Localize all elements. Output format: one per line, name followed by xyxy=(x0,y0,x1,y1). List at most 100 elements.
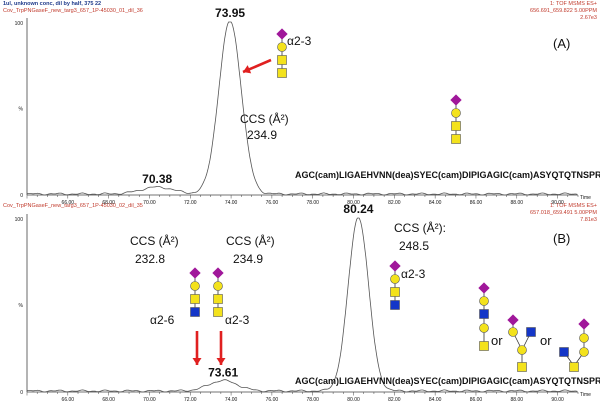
glcnac-icon xyxy=(190,307,200,317)
x-tick-label: 84.00 xyxy=(429,200,442,206)
hexnac-icon xyxy=(479,341,489,351)
x-tick-label: 66.00 xyxy=(62,397,75,403)
x-tick-label: 82.00 xyxy=(388,200,401,206)
x-tick-label: 84.00 xyxy=(429,397,442,403)
sialic-acid-icon xyxy=(276,28,288,40)
ccs-value: 248.5 xyxy=(399,239,429,253)
header-sample-name: Cov_TrpPNGaseF_new_targ3_657_1P-45030_01… xyxy=(3,8,143,14)
x-tick-label: 68.00 xyxy=(102,200,115,206)
hexnac-icon xyxy=(517,362,527,372)
x-tick-label: 90.00 xyxy=(551,397,564,403)
galactose-icon xyxy=(517,345,527,355)
glcnac-icon xyxy=(390,300,400,310)
x-tick-label: 68.00 xyxy=(102,397,115,403)
glcnac-icon xyxy=(559,347,569,357)
sialic-acid-icon xyxy=(478,282,490,294)
hexnac-icon xyxy=(190,294,200,304)
galactose-icon xyxy=(479,296,489,306)
panel-b-mass-range: 657.018_659.491 5.00PPM xyxy=(530,210,597,216)
y-tick-label: % xyxy=(19,303,24,309)
ccs-value: 232.8 xyxy=(135,252,165,266)
peptide-sequence: AGC(cam)LIGAEHVNN(dea)SYEC(cam)DIPIGAGIC… xyxy=(295,376,600,386)
x-tick-label: 66.00 xyxy=(62,200,75,206)
x-tick-label: 86.00 xyxy=(470,397,483,403)
header-scan-mode: 1: TOF MSMS ES+ xyxy=(549,1,597,7)
galactose-icon xyxy=(579,333,589,343)
peptide-sequence: AGC(cam)LIGAEHVNN(dea)SYEC(cam)DIPIGAGIC… xyxy=(295,170,600,180)
x-tick-label: 88.00 xyxy=(511,397,524,403)
hexnac-icon xyxy=(213,307,223,317)
galactose-icon xyxy=(508,327,518,337)
y-tick-label: % xyxy=(19,107,24,113)
panel-label: (B) xyxy=(553,231,570,246)
glcnac-icon xyxy=(526,327,536,337)
x-tick-label: 78.00 xyxy=(306,397,319,403)
y-tick-label: 100 xyxy=(15,21,24,27)
panel-a: 100% 0 66.00 68.00 70.00 72.00 74.00 76.00 78.00… xyxy=(15,6,600,206)
galactose-icon xyxy=(390,274,400,284)
ccs-title: CCS (Å²) xyxy=(226,233,275,248)
sialic-acid-icon xyxy=(212,267,224,279)
x-tick-label: 82.00 xyxy=(388,397,401,403)
ccs-title: CCS (Å²) xyxy=(240,111,289,126)
panel-b-intensity: 7.81e3 xyxy=(580,217,597,223)
red-arrow-head xyxy=(192,358,202,365)
galactose-icon xyxy=(213,281,223,291)
red-arrow-head xyxy=(243,65,252,74)
x-tick-label: 76.00 xyxy=(266,397,279,403)
ccs-value: 234.9 xyxy=(247,128,277,142)
chromatogram-trace xyxy=(26,217,578,393)
hexnac-icon xyxy=(277,68,287,78)
x-tick-label: 90.00 xyxy=(551,200,564,206)
x-tick-label: 74.00 xyxy=(225,397,238,403)
sialic-acid-icon xyxy=(389,260,401,272)
panel-b-scan-mode: 1: TOF MSMS ES+ xyxy=(549,203,597,209)
linkage-label: α2-3 xyxy=(287,34,312,48)
hexnac-icon xyxy=(451,134,461,144)
panel-label: (A) xyxy=(553,36,570,51)
header-file-info: 1ul, unknown conc, dil by half, 375 22 xyxy=(3,1,102,7)
galactose-icon xyxy=(451,108,461,118)
panel-b-sample-name: Cov_TrpPNGaseF_new_targ3_657_1P-45030_02… xyxy=(3,203,143,209)
ccs-title: CCS (Å²) xyxy=(130,233,179,248)
x-tick-label: 80.00 xyxy=(347,397,360,403)
chromatogram-trace xyxy=(26,21,578,196)
panel-b: 100% 0 66.00 68.00 70.00 72.00 74.00 76.00 78.00… xyxy=(15,202,600,403)
x-tick-label: 72.00 xyxy=(184,200,197,206)
x-tick-label: 72.00 xyxy=(184,397,197,403)
y-tick-label: 100 xyxy=(15,217,24,223)
x-tick-label: 70.00 xyxy=(143,397,156,403)
hexnac-icon xyxy=(277,55,287,65)
or-label: or xyxy=(540,333,552,348)
header-mass-range: 656.691_659.822 5.00PPM xyxy=(530,8,597,14)
galactose-icon xyxy=(479,323,489,333)
sialic-acid-icon xyxy=(450,94,462,106)
peak-label: 73.61 xyxy=(208,366,238,380)
or-label: or xyxy=(491,333,503,348)
header-intensity: 2.67e3 xyxy=(580,15,597,21)
hexnac-icon xyxy=(213,294,223,304)
linkage-label: α2-3 xyxy=(401,267,426,281)
galactose-icon xyxy=(579,347,589,357)
sialic-acid-icon xyxy=(507,314,519,326)
ccs-value: 234.9 xyxy=(233,252,263,266)
x-tick-label: 78.00 xyxy=(306,200,319,206)
hexnac-icon xyxy=(451,121,461,131)
peak-label: 70.38 xyxy=(142,172,172,186)
peak-label: 73.95 xyxy=(215,6,245,20)
sialic-acid-icon xyxy=(578,318,590,330)
glcnac-icon xyxy=(479,309,489,319)
x-tick-label: 88.00 xyxy=(511,200,524,206)
peak-label: 80.24 xyxy=(343,202,373,216)
linkage-label: α2-6 xyxy=(150,313,175,327)
sialic-acid-icon xyxy=(189,267,201,279)
x-tick-label: 80.00 xyxy=(347,200,360,206)
y-tick-label: 0 xyxy=(20,193,23,199)
x-tick-label: 76.00 xyxy=(266,200,279,206)
linkage-label: α2-3 xyxy=(225,313,250,327)
galactose-icon xyxy=(277,42,287,52)
x-tick-label: 86.00 xyxy=(470,200,483,206)
x-tick-label: 70.00 xyxy=(143,200,156,206)
x-axis-label: Time xyxy=(580,392,591,398)
